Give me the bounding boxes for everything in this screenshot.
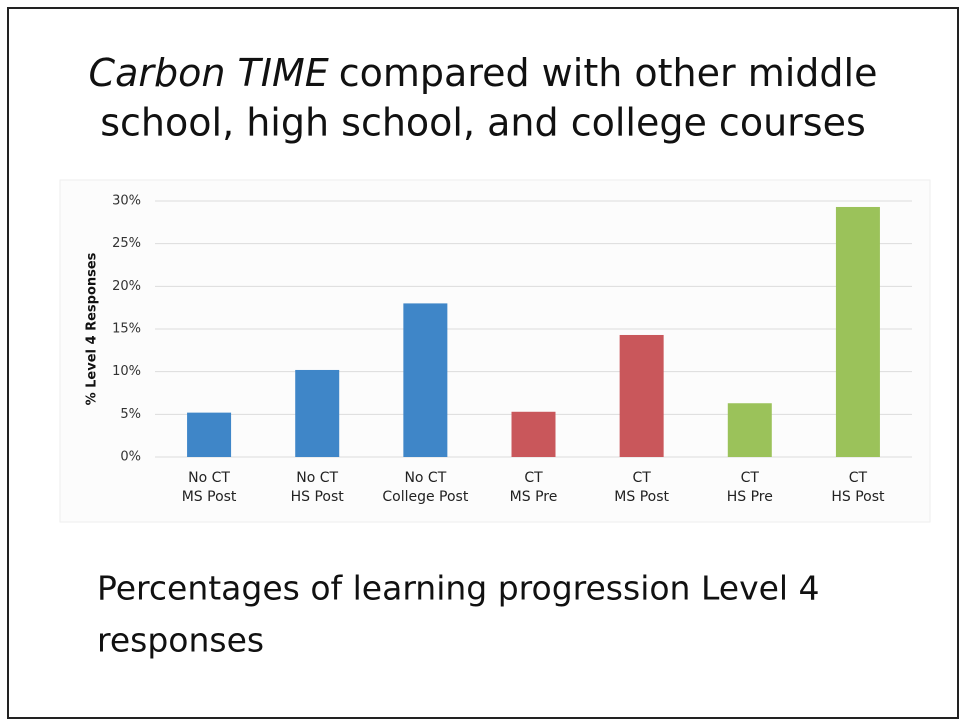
x-tick-label: No CT xyxy=(188,470,230,486)
y-axis-label: % Level 4 Responses xyxy=(85,252,100,405)
bar xyxy=(295,369,340,457)
caption: Percentages of learning progression Leve… xyxy=(97,569,820,608)
bar xyxy=(187,412,232,457)
x-tick-label: No CT xyxy=(296,470,338,486)
bar xyxy=(835,206,880,457)
x-tick-label: No CT xyxy=(404,470,446,486)
x-tick-label: MS Pre xyxy=(510,489,558,505)
y-tick-label: 25% xyxy=(112,236,141,251)
bar xyxy=(403,303,448,457)
bar xyxy=(727,403,772,457)
caption: responses xyxy=(97,621,264,660)
x-tick-label: CT xyxy=(849,470,868,486)
x-tick-label: MS Post xyxy=(614,489,669,505)
bar xyxy=(511,411,556,457)
bar xyxy=(619,334,664,457)
x-tick-label: HS Post xyxy=(831,489,885,505)
title-line: compared with other middle xyxy=(339,51,878,95)
y-tick-label: 5% xyxy=(120,407,141,422)
x-tick-label: CT xyxy=(524,470,543,486)
x-tick-label: CT xyxy=(632,470,651,486)
x-tick-label: College Post xyxy=(382,489,468,505)
x-tick-label: HS Pre xyxy=(727,489,773,505)
title-line: school, high school, and college courses xyxy=(100,101,866,145)
title-italic: Carbon TIME xyxy=(89,51,329,95)
y-tick-label: 10% xyxy=(112,364,141,379)
y-tick-label: 0% xyxy=(120,450,141,465)
y-tick-label: 15% xyxy=(112,322,141,337)
x-tick-label: CT xyxy=(741,470,760,486)
chart-title: Carbon TIME compared with other middle xyxy=(89,51,878,95)
x-tick-label: HS Post xyxy=(291,489,345,505)
y-tick-label: 20% xyxy=(112,279,141,294)
y-tick-label: 30% xyxy=(112,194,141,209)
chart-area xyxy=(59,179,931,523)
x-tick-label: MS Post xyxy=(182,489,237,505)
